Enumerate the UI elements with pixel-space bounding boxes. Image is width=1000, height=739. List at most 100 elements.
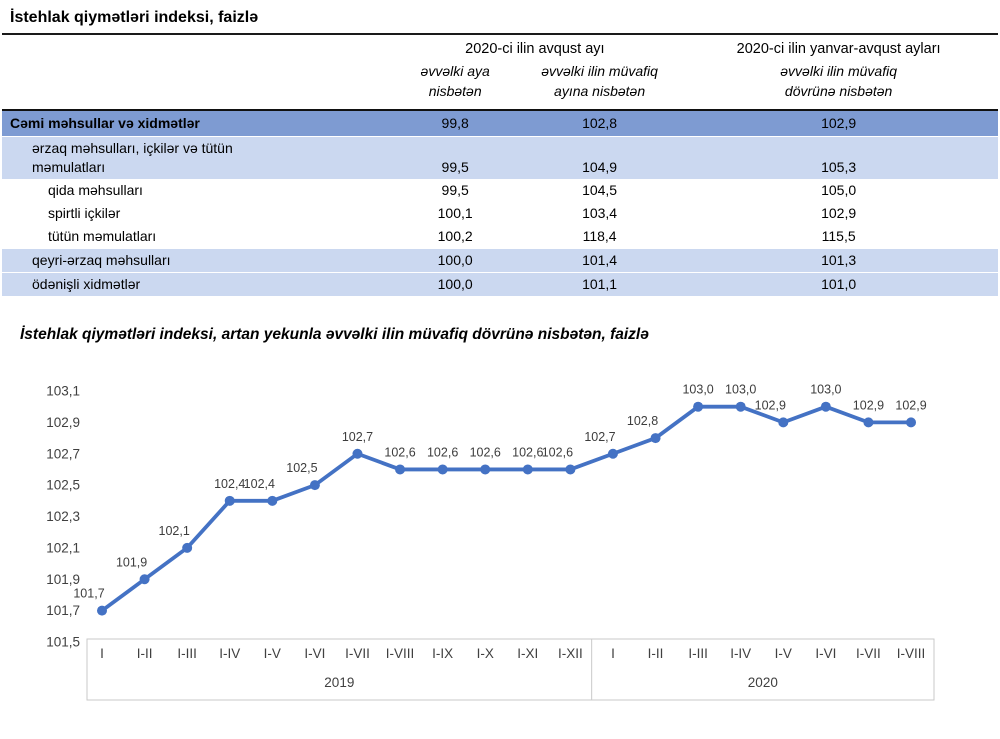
data-point-marker <box>906 417 917 428</box>
row-value: 102,8 <box>519 109 680 137</box>
table-row: ödənişli xidmətlər 100,0 101,1 101,0 <box>2 272 998 297</box>
x-axis-label: I-IV <box>730 646 751 661</box>
x-axis-label: I-V <box>775 646 792 661</box>
row-value: 101,4 <box>519 248 680 273</box>
column-header-vs-same-month-prev-year: əvvəlki ilin müvafiq ayına nisbətən <box>541 63 658 99</box>
data-point-marker <box>565 464 576 475</box>
row-label: tütün məmulatları <box>48 228 157 245</box>
x-axis-label: I-VI <box>815 646 836 661</box>
x-axis-label: I-V <box>264 646 281 661</box>
data-point-marker <box>820 401 831 412</box>
data-point-marker <box>778 417 789 428</box>
column-header-row: əvvəlki aya nisbətən əvvəlki ilin müvafi… <box>2 59 998 110</box>
x-axis-band <box>86 638 935 701</box>
data-point-marker <box>395 464 406 475</box>
data-point-label: 102,8 <box>627 414 658 428</box>
chart-line <box>100 404 913 613</box>
data-point-label: 102,5 <box>286 461 317 475</box>
table-row: qida məhsulları 99,5 104,5 105,0 <box>2 179 998 202</box>
x-axis-label: I-X <box>477 646 494 661</box>
cpi-table: 2020-ci ilin avqust ayı 2020-ci ilin yan… <box>2 35 998 297</box>
data-point-label: 102,9 <box>853 399 884 413</box>
data-point-label: 102,9 <box>755 399 786 413</box>
data-point-label: 102,6 <box>427 446 458 460</box>
row-value: 101,1 <box>519 272 680 297</box>
header-spacer <box>2 35 390 59</box>
row-value: 102,9 <box>679 109 998 137</box>
x-axis-label: I-XII <box>558 646 583 661</box>
row-value: 100,1 <box>437 205 473 222</box>
data-point-marker <box>607 448 618 459</box>
y-axis-label: 102,3 <box>46 509 80 524</box>
data-point-label: 103,0 <box>682 383 713 397</box>
x-axis-label: I-VI <box>304 646 325 661</box>
y-axis-label: 102,7 <box>46 446 80 461</box>
row-value: 99,5 <box>441 182 469 199</box>
data-point-marker <box>139 574 150 585</box>
row-value: 105,3 <box>679 136 998 180</box>
y-axis-label: 102,1 <box>46 541 80 556</box>
row-value: 100,2 <box>437 228 473 245</box>
row-value: 104,5 <box>582 182 618 199</box>
data-point-label: 102,6 <box>542 446 573 460</box>
x-axis-label: I-II <box>137 646 153 661</box>
row-value: 104,9 <box>519 136 680 180</box>
table-header: 2020-ci ilin avqust ayı 2020-ci ilin yan… <box>2 35 998 110</box>
year-label: 2020 <box>748 675 778 690</box>
y-axis-label: 103,1 <box>46 384 80 399</box>
x-axis-label: I <box>611 646 615 661</box>
data-point-label: 101,9 <box>116 555 147 569</box>
year-label: 2019 <box>324 675 354 690</box>
data-point-marker <box>309 480 320 491</box>
row-value: 118,4 <box>582 228 617 245</box>
x-axis-label: I-II <box>648 646 664 661</box>
table-row: tütün məmulatları 100,2 118,4 115,5 <box>2 225 998 249</box>
data-point-label: 102,6 <box>512 446 543 460</box>
data-point-marker <box>182 543 193 554</box>
data-point-marker <box>650 433 661 444</box>
data-point-marker <box>437 464 448 475</box>
y-axis-label: 101,7 <box>46 603 80 618</box>
table-row: ərzaq məhsulları, içkilər və tütün məmul… <box>2 136 998 180</box>
data-point-label: 102,7 <box>342 430 373 444</box>
row-value: 105,0 <box>821 182 857 199</box>
x-axis-label: I-VII <box>345 646 370 661</box>
table-body: Cəmi məhsullar və xidmətlər 99,8 102,8 102,… <box>2 109 998 297</box>
data-point-label: 102,1 <box>159 524 190 538</box>
cpi-line-chart: 101,5 101,7 101,9 102,1 102,3 102,5 102,7 102,9… <box>46 383 935 701</box>
data-point-marker <box>352 448 363 459</box>
table-row: qeyri-ərzaq məhsulları 100,0 101,4 101,3 <box>2 248 998 273</box>
data-point-marker <box>522 464 533 475</box>
report-page: İstehlak qiymətləri indeksi, faizlə 2020… <box>2 9 998 701</box>
x-axis-label: I-IX <box>432 646 453 661</box>
row-value: 101,0 <box>679 272 998 297</box>
table-row: Cəmi məhsullar və xidmətlər 99,8 102,8 102,… <box>2 109 998 137</box>
x-axis-label: I-IV <box>219 646 240 661</box>
column-group-row: 2020-ci ilin avqust ayı 2020-ci ilin yan… <box>2 35 998 59</box>
column-header-vs-prev-month: əvvəlki aya nisbətən <box>420 63 490 99</box>
data-point-marker <box>97 605 107 616</box>
data-point-marker <box>480 464 491 475</box>
row-label: qida məhsulları <box>48 182 143 199</box>
column-group-jan-aug: 2020-ci ilin yanvar-avqust ayları <box>736 41 941 57</box>
data-point-label: 103,0 <box>810 383 841 397</box>
x-axis-label: I-VIII <box>897 646 926 661</box>
column-group-august: 2020-ci ilin avqust ayı <box>465 41 605 57</box>
chart-title: İstehlak qiymətləri indeksi, artan yekun… <box>20 326 649 344</box>
row-value: 100,0 <box>390 248 520 273</box>
header-spacer <box>2 59 390 110</box>
data-point-label: 102,6 <box>384 446 415 460</box>
row-label: qeyri-ərzaq məhsulları <box>2 248 391 273</box>
y-axis-label: 102,9 <box>46 415 80 430</box>
data-point-marker <box>735 401 746 412</box>
row-label: ödənişli xidmətlər <box>2 272 391 297</box>
y-axis-label: 102,5 <box>46 478 80 493</box>
row-value: 102,9 <box>821 205 857 222</box>
data-point-marker <box>863 417 874 428</box>
row-value: 99,8 <box>390 109 520 137</box>
y-axis-label: 101,5 <box>46 635 80 650</box>
row-value: 101,3 <box>679 248 998 273</box>
x-axis-label: I-III <box>688 646 708 661</box>
row-value: 99,5 <box>390 136 520 180</box>
data-point-label: 102,6 <box>470 446 501 460</box>
